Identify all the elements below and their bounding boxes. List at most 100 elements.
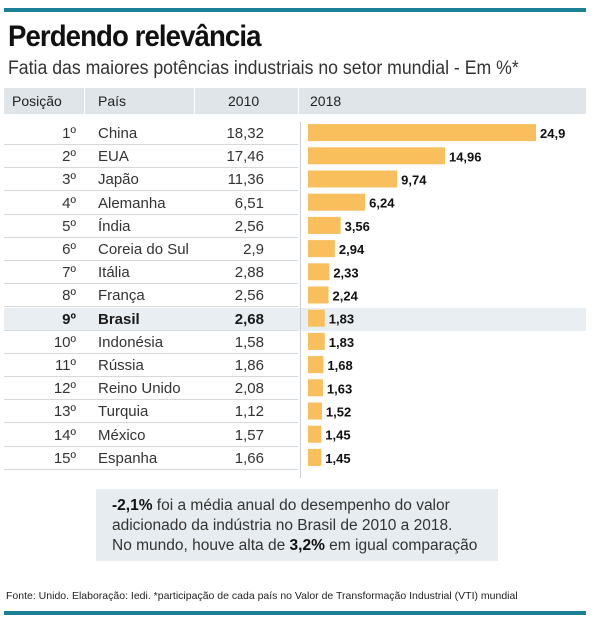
country-label: Coreia do Sul [98, 241, 189, 258]
row-separator [4, 144, 298, 145]
position-label: 9º [62, 310, 76, 328]
table-row: 4º Alemanha 6,51 [4, 192, 586, 215]
chart-subtitle: Fatia das maiores potências industriais … [8, 58, 519, 79]
bar-indonésia [308, 332, 325, 350]
bar-value-label: 9,74 [401, 173, 427, 188]
table-row: 15º Espanha 1,66 [4, 447, 586, 470]
table-row: 10º Indonésia 1,58 [4, 331, 586, 354]
table-row: 12º Reino Unido 2,08 [4, 377, 586, 401]
value-2010: 11,36 [227, 171, 264, 189]
position-label: 15º [53, 449, 76, 467]
country-label: Alemanha [98, 194, 166, 212]
position-label: 3º [62, 171, 76, 189]
bar-coreia-do-sul [308, 240, 335, 258]
source-note: Fonte: Unido. Elaboração: Iedi. *partici… [6, 590, 518, 602]
position-label: 6º [62, 241, 76, 258]
note-growth-value: 3,2% [289, 537, 325, 554]
bar-value-label: 3,56 [345, 219, 370, 234]
position-label: 4º [62, 194, 76, 212]
value-2010: 2,56 [234, 217, 264, 235]
country-label: Indonésia [98, 333, 164, 351]
value-2010: 1,66 [234, 449, 264, 467]
bar-value-label: 1,45 [325, 451, 350, 466]
position-label: 8º [62, 287, 76, 305]
position-label: 1º [62, 125, 76, 142]
note-line-3-post: em igual comparação [324, 537, 478, 554]
country-label: Japão [98, 171, 139, 189]
row-separator [4, 306, 298, 308]
top-rule [4, 8, 586, 12]
bar-value-label: 1,83 [329, 312, 354, 327]
note-line-3: No mundo, houve alta de 3,2% em igual co… [112, 537, 477, 555]
header-divider [298, 88, 299, 114]
bar-brasil [308, 309, 325, 327]
bar-méxico [308, 425, 322, 443]
country-label: Rússia [98, 357, 144, 374]
header-divider [84, 88, 85, 114]
table-row: 7º Itália 2,88 [4, 261, 586, 285]
value-2010: 18,32 [226, 125, 264, 142]
bar-value-label: 2,24 [333, 289, 359, 304]
row-separator [4, 468, 298, 470]
bar-value-label: 1,52 [326, 405, 351, 420]
value-2010: 17,46 [226, 148, 264, 166]
country-label: China [98, 125, 138, 142]
value-2010: 2,88 [234, 264, 264, 282]
bar-espanha [308, 448, 322, 466]
note-line-1-text: foi a média anual do desempenho do valor [152, 497, 450, 514]
country-label: Espanha [98, 449, 158, 467]
bar-value-label: 1,45 [325, 428, 350, 443]
position-label: 12º [53, 380, 76, 398]
header-pais: País [98, 93, 127, 109]
bar-eua [308, 147, 445, 165]
header-posicao: Posição [12, 93, 62, 109]
bar-reino-unido [308, 379, 323, 397]
table-row: 3º Japão 11,36 [4, 168, 586, 192]
table-row: 2º EUA 17,46 [4, 145, 586, 169]
table-row: 14º México 1,57 [4, 424, 586, 447]
bar-chart-2018: 24,9 14,96 9,74 6,24 3,56 2,94 2,33 2,24 1,83 1,8… [308, 124, 565, 466]
bar-japão [308, 170, 398, 188]
row-separator [4, 445, 298, 447]
row-separator [4, 213, 298, 215]
row-separator [4, 329, 298, 331]
bar-itália [308, 263, 330, 281]
country-label: Índia [98, 217, 131, 235]
header-2010: 2010 [228, 93, 260, 109]
note-line-3-pre: No mundo, houve alta de [112, 537, 290, 554]
position-label: 10º [53, 333, 76, 351]
bar-value-label: 6,24 [369, 196, 395, 211]
country-label: Itália [98, 264, 130, 282]
table-row: 6º Coreia do Sul 2,9 [4, 238, 586, 261]
value-2010: 1,86 [234, 357, 264, 374]
position-label: 13º [53, 403, 76, 421]
row-separator [4, 376, 298, 377]
table-row: 1º China 18,32 [4, 122, 586, 145]
country-label: EUA [98, 148, 129, 166]
note-line-1: -2,1% foi a média anual do desempenho do… [112, 497, 450, 515]
row-separator [4, 422, 298, 424]
country-label: Brasil [98, 310, 140, 328]
header-2018: 2018 [310, 93, 342, 109]
bar-alemanha [308, 193, 366, 211]
header-divider [194, 88, 195, 114]
row-separator [4, 236, 298, 238]
bar-value-label: 2,33 [333, 265, 358, 280]
row-separator [4, 260, 298, 261]
table-header: Posição País 2010 2018 [4, 88, 586, 114]
chart-frame [300, 122, 587, 478]
bar-value-label: 24,9 [540, 126, 565, 141]
bar-índia [308, 216, 341, 234]
country-label: México [98, 426, 146, 444]
table-row: 13º Turquia 1,12 [4, 400, 586, 424]
chart-title: Perdendo relevância [8, 20, 261, 53]
bar-frança [308, 286, 329, 304]
country-label: Reino Unido [98, 380, 181, 398]
bar-value-label: 1,68 [327, 358, 352, 373]
note-decline-value: -2,1% [112, 497, 153, 514]
table-row: 8º França 2,56 [4, 284, 586, 308]
note-box: -2,1% foi a média anual do desempenho do… [96, 489, 498, 561]
position-label: 11º [54, 357, 76, 374]
row-separator [4, 352, 298, 354]
country-label: Turquia [98, 403, 149, 421]
